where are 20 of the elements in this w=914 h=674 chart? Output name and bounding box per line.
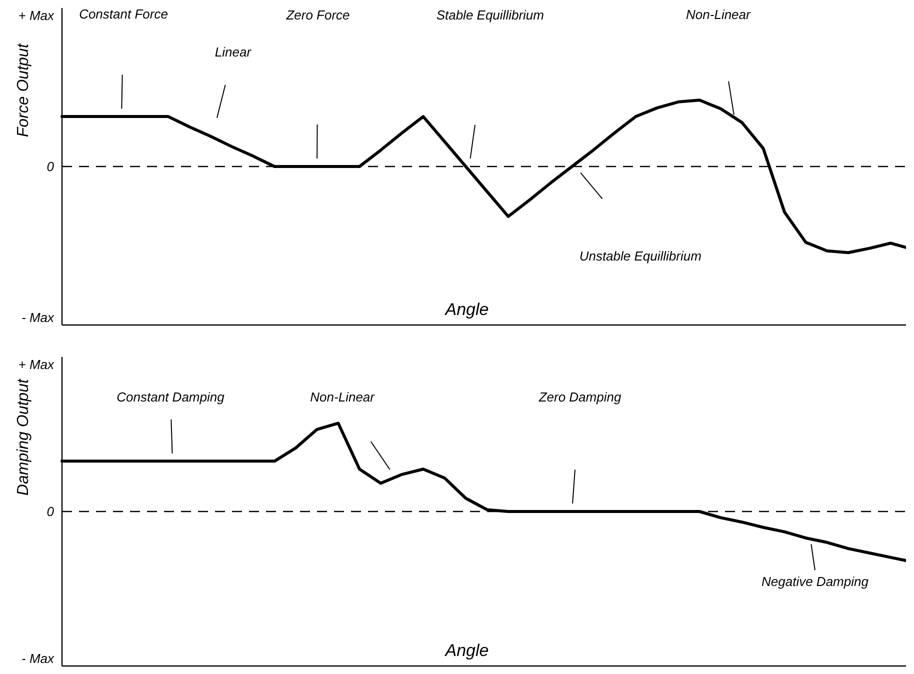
text: - Max: [22, 310, 54, 325]
text: + Max: [18, 356, 54, 372]
text: Zero Damping: [538, 390, 622, 404]
y-axis-title: Damping Output: [15, 378, 32, 496]
text: Non-Linear: [686, 6, 752, 22]
text: Stable Equillibrium: [436, 8, 544, 22]
annotation: Unstable Equillibrium: [579, 248, 702, 264]
text: Non-Linear: [310, 389, 376, 404]
text: Constant Force: [79, 6, 168, 22]
text: Negative Damping: [762, 574, 870, 590]
text: - Max: [22, 651, 54, 666]
text: + Max: [18, 8, 54, 24]
text: Linear: [214, 44, 252, 60]
text: Constant Damping: [116, 389, 226, 404]
text: 0: [46, 504, 55, 520]
x-axis-title: Angle: [444, 641, 489, 660]
y-axis-title: Force Output: [15, 43, 32, 138]
text: 0: [46, 159, 55, 174]
x-axis-title: Angle: [444, 300, 489, 319]
text: Zero Force: [285, 8, 350, 22]
